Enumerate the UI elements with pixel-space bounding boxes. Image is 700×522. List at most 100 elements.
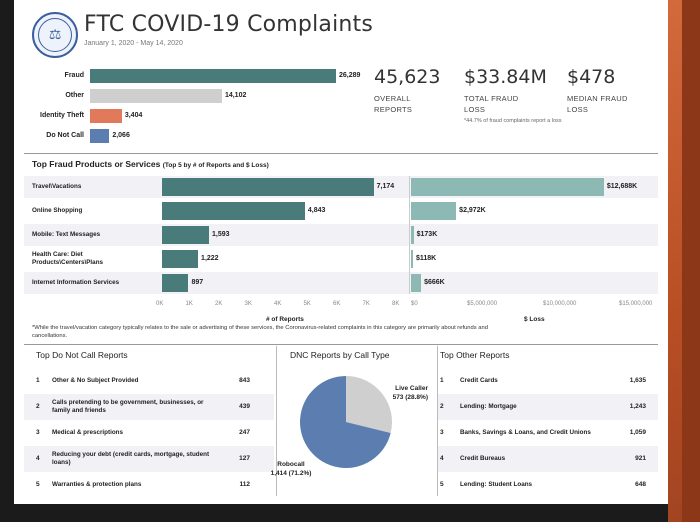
loss-bar-value: $2,972K <box>459 207 486 214</box>
loss-tick-label: $5,000,000 <box>467 301 498 307</box>
products-subtitle-text: (Top 5 by # of Reports and $ Loss) <box>162 162 269 169</box>
column-divider <box>437 346 438 496</box>
row-rank: 3 <box>440 429 444 436</box>
product-label: Health Care: Diet Products\Centers\Plans <box>32 251 104 266</box>
table-row <box>438 394 658 420</box>
row-rank: 2 <box>440 403 444 410</box>
category-bar-value: 14,102 <box>224 92 247 99</box>
row-rank: 1 <box>440 377 444 384</box>
row-rank: 2 <box>36 403 40 410</box>
reports-axis-title: # of Reports <box>266 316 304 323</box>
row-label: Calls pretending to be government, busin… <box>52 399 204 414</box>
slide-accent-edge <box>682 0 700 522</box>
reports-tick-label: 7K <box>362 301 370 307</box>
travel-footnote: *While the travel/vacation category typi… <box>32 325 488 339</box>
table-row <box>24 446 274 472</box>
reports-bar <box>162 226 209 244</box>
reports-tick-label: 6K <box>333 301 341 307</box>
products-title-text: Top Fraud Products or Services <box>32 159 161 169</box>
loss-bar-value: $12,688K <box>606 183 638 190</box>
loss-bar-value: $118K <box>416 255 437 262</box>
category-bar-value: 26,289 <box>339 72 361 79</box>
pie-label-live-caller: Live Caller 573 (28.8%) <box>366 384 428 402</box>
table-row <box>438 446 658 472</box>
pie-chart-title: DNC Reports by Call Type <box>290 350 390 360</box>
row-label: Reducing your debt (credit cards, mortga… <box>52 451 210 466</box>
reports-tick-label: 4K <box>274 301 282 307</box>
category-bar <box>90 89 222 103</box>
reports-tick-label: 0K <box>156 301 164 307</box>
reports-tick-label: 8K <box>392 301 400 307</box>
row-rank: 1 <box>36 377 40 384</box>
category-bar-value: 3,404 <box>124 112 143 119</box>
reports-bar-value: 1,222 <box>201 255 219 262</box>
loss-bar <box>411 274 422 292</box>
reports-bar <box>162 202 305 220</box>
other-table-title: Top Other Reports <box>440 350 510 360</box>
category-bar <box>90 109 122 123</box>
row-rank: 3 <box>36 429 40 436</box>
panel-divider <box>409 176 410 294</box>
category-bar <box>90 129 110 143</box>
product-label: Travel\Vacations <box>32 183 82 190</box>
reports-tick-label: 2K <box>215 301 223 307</box>
category-bar-value: 2,066 <box>112 132 130 139</box>
dnc-table-title: Top Do Not Call Reports <box>36 350 128 360</box>
reports-bar-value: 7,174 <box>376 183 395 190</box>
kpi-loss-footnote: *44.7% of fraud complaints report a loss <box>464 118 562 124</box>
row-label: Credit Bureaus <box>460 455 506 462</box>
pie-label-robocall-name: Robocall <box>277 461 305 468</box>
reports-bar <box>162 178 374 196</box>
kpi-overall-reports-label: OVERALL REPORTS <box>374 94 413 114</box>
row-value: 127 <box>239 455 250 462</box>
reports-bar-value: 897 <box>191 279 204 286</box>
row-value: 843 <box>239 377 250 384</box>
row-value: 439 <box>239 403 250 410</box>
pie-label-robocall: Robocall 1,414 (71.2%) <box>260 460 322 478</box>
row-rank: 5 <box>36 481 40 488</box>
category-label: Do Not Call <box>46 132 84 139</box>
loss-bar-value: $173K <box>416 231 438 238</box>
row-label: Other & No Subject Provided <box>52 377 139 384</box>
kpi-total-fraud-loss-value: $33.84M <box>464 66 547 88</box>
table-row <box>24 394 274 420</box>
kpi-total-fraud-loss-label: TOTAL FRAUD LOSS <box>464 94 519 114</box>
row-rank: 5 <box>440 481 444 488</box>
row-label: Lending: Student Loans <box>460 481 533 488</box>
pie-label-live-caller-value: 573 (28.8%) <box>392 394 428 401</box>
row-label: Banks, Savings & Loans, and Credit Union… <box>460 429 591 436</box>
row-value: 1,059 <box>629 429 646 436</box>
reports-tick-label: 5K <box>303 301 311 307</box>
row-label: Medical & prescriptions <box>52 429 124 436</box>
row-value: 921 <box>635 455 646 462</box>
products-section-title: Top Fraud Products or Services (Top 5 by… <box>32 159 269 169</box>
product-label: Mobile: Text Messages <box>32 231 101 238</box>
divider <box>24 153 658 154</box>
ftc-seal-icon: ⚖ <box>32 12 78 58</box>
loss-bar <box>411 178 604 196</box>
pie-label-live-caller-name: Live Caller <box>395 385 428 392</box>
row-value: 247 <box>239 429 250 436</box>
loss-bar <box>411 202 457 220</box>
reports-bar <box>162 274 189 292</box>
category-label: Fraud <box>64 72 84 79</box>
loss-bar-value: $666K <box>424 279 445 286</box>
dashboard-slide: ⚖ FTC COVID-19 Complaints January 1, 202… <box>14 0 668 504</box>
pie-slice-robocall <box>300 376 391 468</box>
reports-tick-label: 1K <box>185 301 193 307</box>
row-rank: 4 <box>440 455 444 462</box>
row-label: Credit Cards <box>460 377 498 384</box>
reports-bar-value: 1,593 <box>211 231 230 238</box>
dnc-pie-chart <box>300 376 392 468</box>
category-label: Other <box>65 92 84 99</box>
row-label: Warranties & protection plans <box>52 481 142 488</box>
loss-tick-label: $0 <box>411 301 418 307</box>
row-label: Lending: Mortgage <box>460 403 517 410</box>
kpi-median-fraud-loss-label: MEDIAN FRAUD LOSS <box>567 94 628 114</box>
reports-bar-value: 4,843 <box>307 207 326 214</box>
reports-bar <box>162 250 199 268</box>
row-value: 1,243 <box>629 403 646 410</box>
row-value: 648 <box>635 481 646 488</box>
loss-axis-title: $ Loss <box>524 316 545 323</box>
column-divider <box>276 346 277 496</box>
